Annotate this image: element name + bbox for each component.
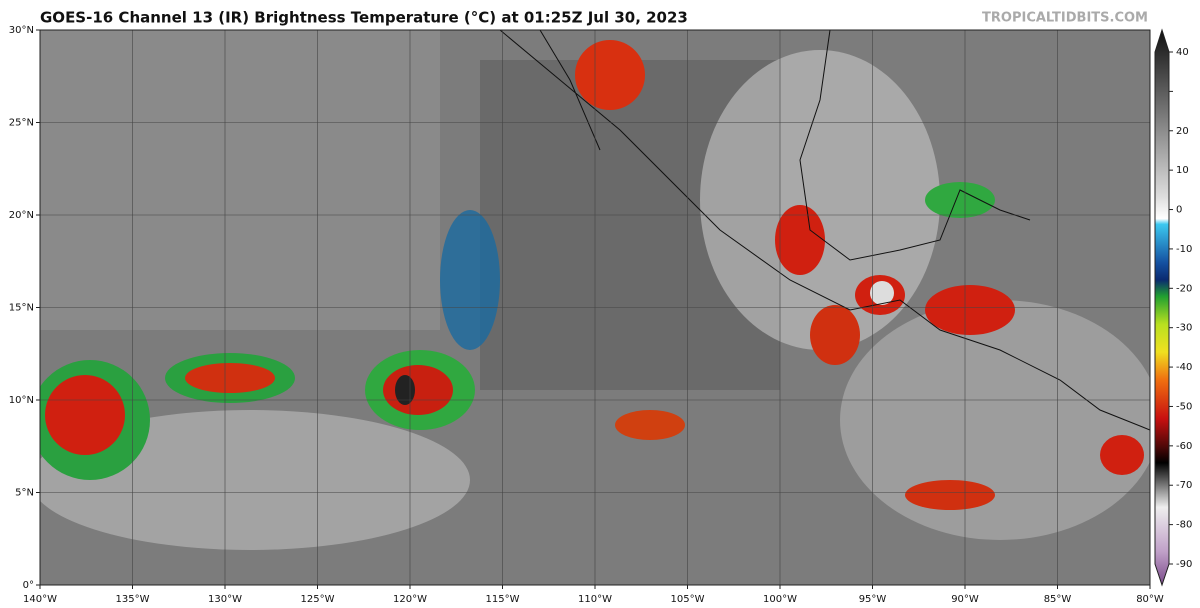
lat-label: 15°N [9, 303, 34, 314]
lon-label: 95°W [859, 594, 887, 605]
colorbar [1154, 28, 1170, 587]
lon-label: 80°W [1136, 594, 1164, 605]
lat-label: 10°N [9, 395, 34, 406]
colorbar-label: -40 [1176, 362, 1192, 373]
colorbar-label: 0 [1176, 205, 1182, 216]
colorbar-label: 20 [1176, 126, 1189, 137]
title: GOES-16 Channel 13 (IR) Brightness Tempe… [40, 9, 688, 27]
lon-label: 140°W [23, 594, 57, 605]
colorbar-label: -90 [1176, 559, 1192, 570]
colorbar-label: -80 [1176, 520, 1192, 531]
colorbar-label: -70 [1176, 480, 1192, 491]
lat-label: 30°N [9, 25, 34, 36]
lon-label: 90°W [951, 594, 979, 605]
lon-label: 115°W [486, 594, 520, 605]
lon-label: 130°W [208, 594, 242, 605]
colorbar-label: -60 [1176, 441, 1192, 452]
lon-label: 105°W [671, 594, 705, 605]
lat-label: 0° [23, 580, 34, 591]
lat-label: 20°N [9, 210, 34, 221]
colorbar-label: 40 [1176, 47, 1189, 58]
lon-label: 135°W [116, 594, 150, 605]
colorbar-label: -20 [1176, 283, 1192, 294]
lon-label: 120°W [393, 594, 427, 605]
lon-label: 110°W [578, 594, 612, 605]
lon-label: 100°W [763, 594, 797, 605]
colorbar-label: -10 [1176, 244, 1192, 255]
source: TROPICALTIDBITS.COM [982, 11, 1148, 26]
lon-label: 125°W [301, 594, 335, 605]
lat-label: 5°N [15, 488, 34, 499]
colorbar-label: -30 [1176, 323, 1192, 334]
colorbar-label: 10 [1176, 165, 1189, 176]
colorbar-label: -50 [1176, 401, 1192, 412]
lat-label: 25°N [9, 118, 34, 129]
lon-label: 85°W [1044, 594, 1072, 605]
